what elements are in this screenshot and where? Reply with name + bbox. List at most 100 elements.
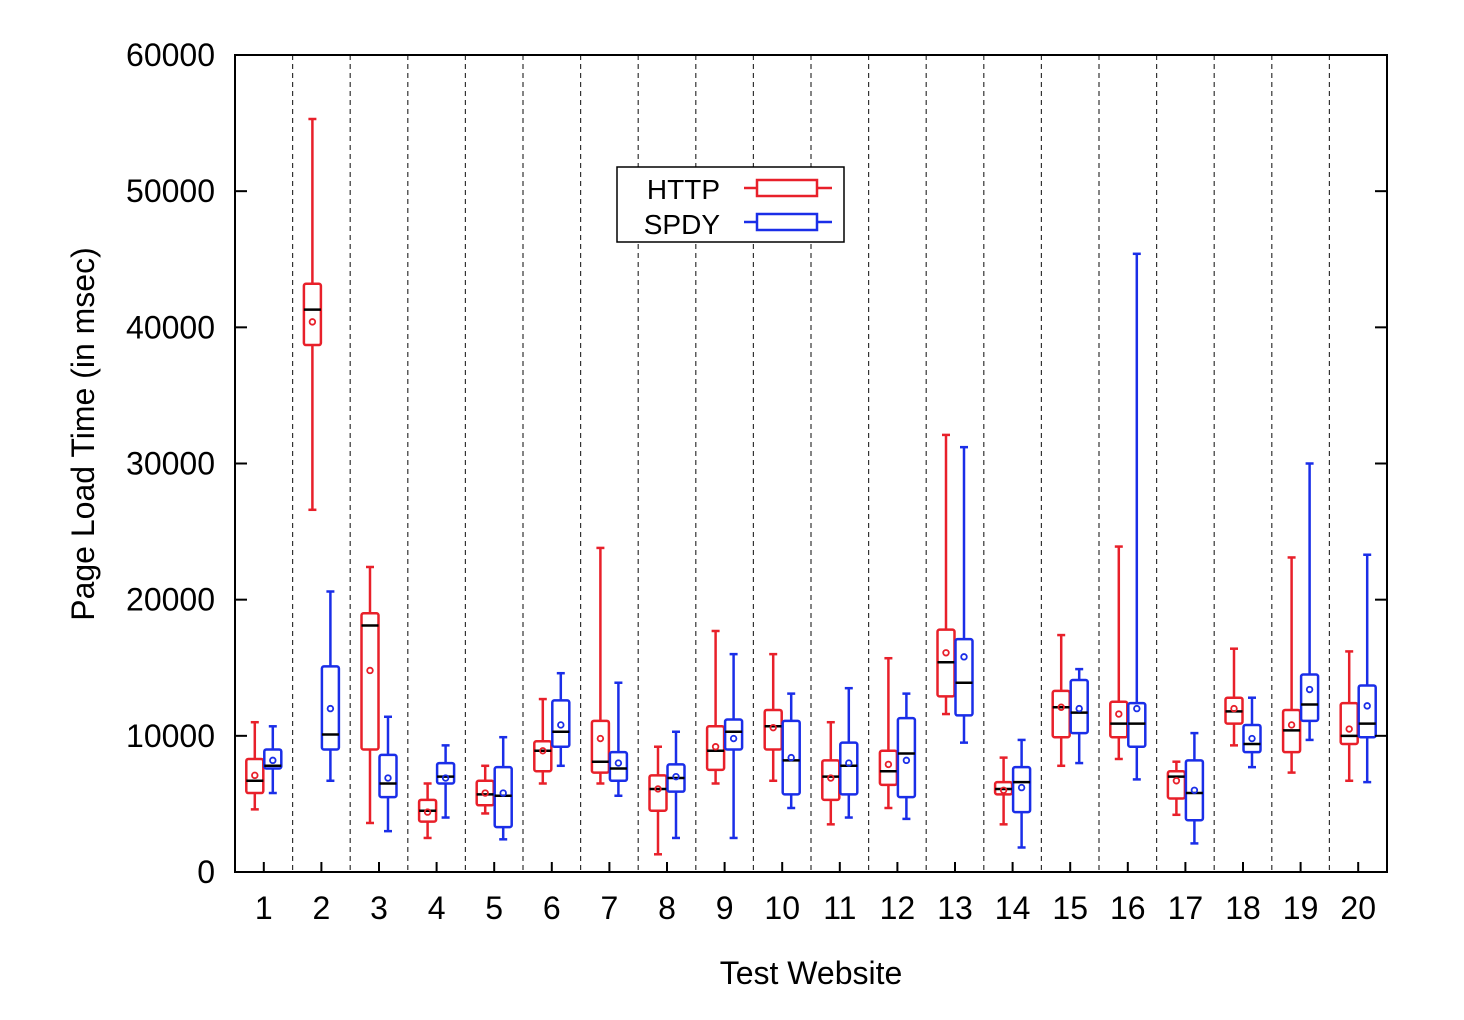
- mean-marker: [423, 808, 432, 816]
- http-box-5: [475, 764, 495, 815]
- mean-marker: [1230, 704, 1238, 713]
- x-tick-label: 17: [1168, 890, 1204, 926]
- iqr-box: [302, 282, 323, 347]
- x-tick-label: 16: [1110, 890, 1146, 926]
- http-box-15: [1051, 633, 1071, 768]
- iqr-box: [781, 719, 801, 796]
- mean-marker: [539, 747, 547, 755]
- legend-swatch-http: [744, 178, 832, 198]
- iqr-box: [839, 741, 859, 796]
- spdy-box-13: [954, 445, 974, 744]
- iqr-box: [648, 774, 668, 812]
- http-box-18: [1224, 647, 1244, 747]
- swatch-box: [755, 178, 819, 198]
- spdy-box-3: [378, 715, 398, 833]
- mean-marker: [672, 772, 680, 781]
- mean-marker: [1363, 702, 1371, 710]
- iqr-box: [245, 757, 265, 795]
- mean-marker: [769, 723, 777, 732]
- y-tick-label: 20000: [126, 582, 215, 618]
- mean-marker: [1115, 710, 1123, 718]
- mean-marker: [711, 743, 720, 751]
- spdy-box-16: [1127, 252, 1147, 781]
- http-box-3: [360, 565, 380, 825]
- spdy-box-9: [723, 652, 744, 840]
- spdy-box-14: [1011, 738, 1032, 849]
- iqr-box: [723, 718, 744, 751]
- x-tick-label: 18: [1225, 890, 1261, 926]
- mean-marker: [942, 649, 950, 657]
- x-axis-title: Test Website: [720, 955, 903, 991]
- iqr-box: [320, 665, 341, 751]
- mean-marker: [1017, 783, 1026, 792]
- spdy-box-18: [1242, 696, 1262, 769]
- iqr-box: [1127, 701, 1147, 748]
- swatch-box: [755, 212, 819, 232]
- iqr-box: [1166, 769, 1187, 800]
- iqr-box: [1051, 689, 1071, 739]
- iqr-box: [590, 719, 611, 774]
- x-tick-label: 1: [255, 890, 273, 926]
- http-box-9: [705, 629, 726, 785]
- mean-marker: [251, 771, 259, 780]
- http-box-2: [302, 117, 323, 512]
- iqr-box: [360, 612, 380, 751]
- iqr-box: [435, 761, 456, 785]
- mean-marker: [481, 789, 489, 797]
- y-axis: 0 10000 20000 30000 40000 50000 60000: [126, 37, 1387, 890]
- mean-marker: [326, 704, 335, 713]
- iqr-box: [533, 740, 553, 773]
- x-tick-label: 2: [313, 890, 331, 926]
- legend-label-http: HTTP: [647, 174, 720, 205]
- spdy-box-8: [666, 730, 686, 840]
- x-tick-label: 19: [1283, 890, 1319, 926]
- mean-marker: [1172, 777, 1181, 785]
- mean-marker: [1287, 721, 1296, 729]
- x-axis: 1 2 3 4 5 6 7 8 9 10 11 12 13 14 15 16 17 18 19 20: [255, 862, 1376, 926]
- x-tick-label: 20: [1340, 890, 1376, 926]
- x-tick-label: 10: [764, 890, 800, 926]
- mean-marker: [1075, 704, 1083, 713]
- mean-marker: [1057, 703, 1065, 711]
- mean-marker: [499, 789, 507, 797]
- mean-marker: [1133, 704, 1141, 713]
- mean-marker: [787, 753, 795, 762]
- mean-marker: [729, 734, 738, 743]
- iqr-box: [1339, 701, 1359, 746]
- http-box-20: [1339, 650, 1359, 783]
- mean-marker: [384, 774, 392, 782]
- mean-marker: [441, 774, 450, 782]
- spdy-box-7: [608, 681, 629, 797]
- mean-marker: [960, 653, 968, 661]
- y-tick-label: 30000: [126, 446, 215, 482]
- iqr-box: [1299, 673, 1320, 723]
- y-axis-title: Page Load Time (in msec): [65, 247, 101, 621]
- mean-marker: [827, 774, 835, 782]
- spdy-box-17: [1184, 731, 1205, 845]
- box-plot-marks: [245, 117, 1377, 856]
- mean-marker: [308, 318, 317, 326]
- mean-marker: [654, 785, 662, 793]
- y-tick-label: 40000: [126, 309, 215, 345]
- spdy-box-6: [551, 671, 571, 768]
- http-box-7: [590, 546, 611, 785]
- x-tick-label: 4: [428, 890, 446, 926]
- x-tick-label: 13: [937, 890, 973, 926]
- x-tick-label: 12: [880, 890, 916, 926]
- iqr-box: [1357, 684, 1377, 739]
- spdy-box-15: [1069, 667, 1089, 765]
- http-box-1: [245, 720, 265, 811]
- mean-marker: [269, 756, 277, 765]
- legend-swatch-spdy: [744, 212, 832, 232]
- iqr-box: [1109, 700, 1129, 739]
- mean-marker: [366, 666, 374, 675]
- http-box-6: [533, 697, 553, 785]
- mean-marker: [557, 721, 565, 729]
- x-tick-label: 14: [995, 890, 1031, 926]
- spdy-box-11: [839, 686, 859, 819]
- spdy-box-19: [1299, 462, 1320, 742]
- mean-marker: [1305, 685, 1314, 694]
- iqr-box: [705, 725, 726, 772]
- x-tick-label: 11: [823, 890, 856, 926]
